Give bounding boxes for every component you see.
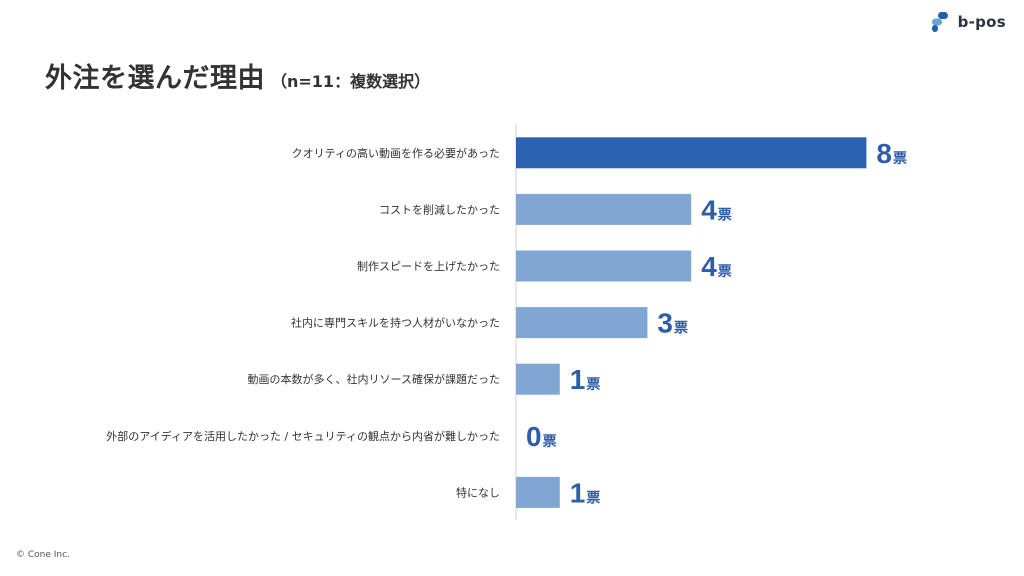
value-label: 8票 <box>876 138 907 169</box>
value-unit: 票 <box>586 490 600 506</box>
brand-name: b-pos <box>957 13 1006 31</box>
value-unit: 票 <box>893 151 907 167</box>
value-unit: 票 <box>718 207 732 223</box>
value-unit: 票 <box>718 264 732 280</box>
category-label: 特になし <box>456 485 500 499</box>
value-number: 4 <box>701 251 717 282</box>
bar <box>516 137 867 169</box>
value-label: 3票 <box>657 308 688 339</box>
value-label: 1票 <box>570 477 601 508</box>
value-number: 4 <box>701 194 717 225</box>
category-label: 外部のアイディアを活用したかった / セキュリティの観点から内省が難しかった <box>106 429 500 443</box>
value-label: 1票 <box>570 364 601 395</box>
value-unit: 票 <box>543 434 557 450</box>
brand-logo: b-pos <box>931 12 1006 32</box>
bar <box>516 307 648 339</box>
copyright-footer: © Cone Inc. <box>16 550 70 560</box>
value-number: 1 <box>570 477 586 508</box>
page-title: 外注を選んだ理由 （n=11：複数選択） <box>45 56 430 95</box>
bar <box>516 363 560 395</box>
category-label: 社内に専門スキルを持つ人材がいなかった <box>291 316 500 330</box>
value-number: 1 <box>570 364 586 395</box>
value-number: 8 <box>876 138 892 169</box>
b-pos-logo-icon <box>931 12 948 32</box>
bar <box>516 250 692 282</box>
value-label: 0票 <box>526 421 557 452</box>
page-title-main: 外注を選んだ理由 <box>45 63 265 94</box>
value-unit: 票 <box>674 321 688 337</box>
page-title-sub: （n=11：複数選択） <box>271 72 431 91</box>
value-number: 3 <box>657 308 673 339</box>
value-label: 4票 <box>701 194 732 225</box>
value-label: 4票 <box>701 251 732 282</box>
bar <box>516 476 560 508</box>
value-number: 0 <box>526 421 542 452</box>
category-label: 動画の本数が多く、社内リソース確保が課題だった <box>248 372 500 386</box>
category-label: コストを削減したかった <box>379 202 500 216</box>
category-label: 制作スピードを上げたかった <box>357 260 500 273</box>
category-label: クオリティの高い動画を作る必要があった <box>292 146 500 160</box>
value-unit: 票 <box>586 377 600 393</box>
bar <box>516 193 692 225</box>
